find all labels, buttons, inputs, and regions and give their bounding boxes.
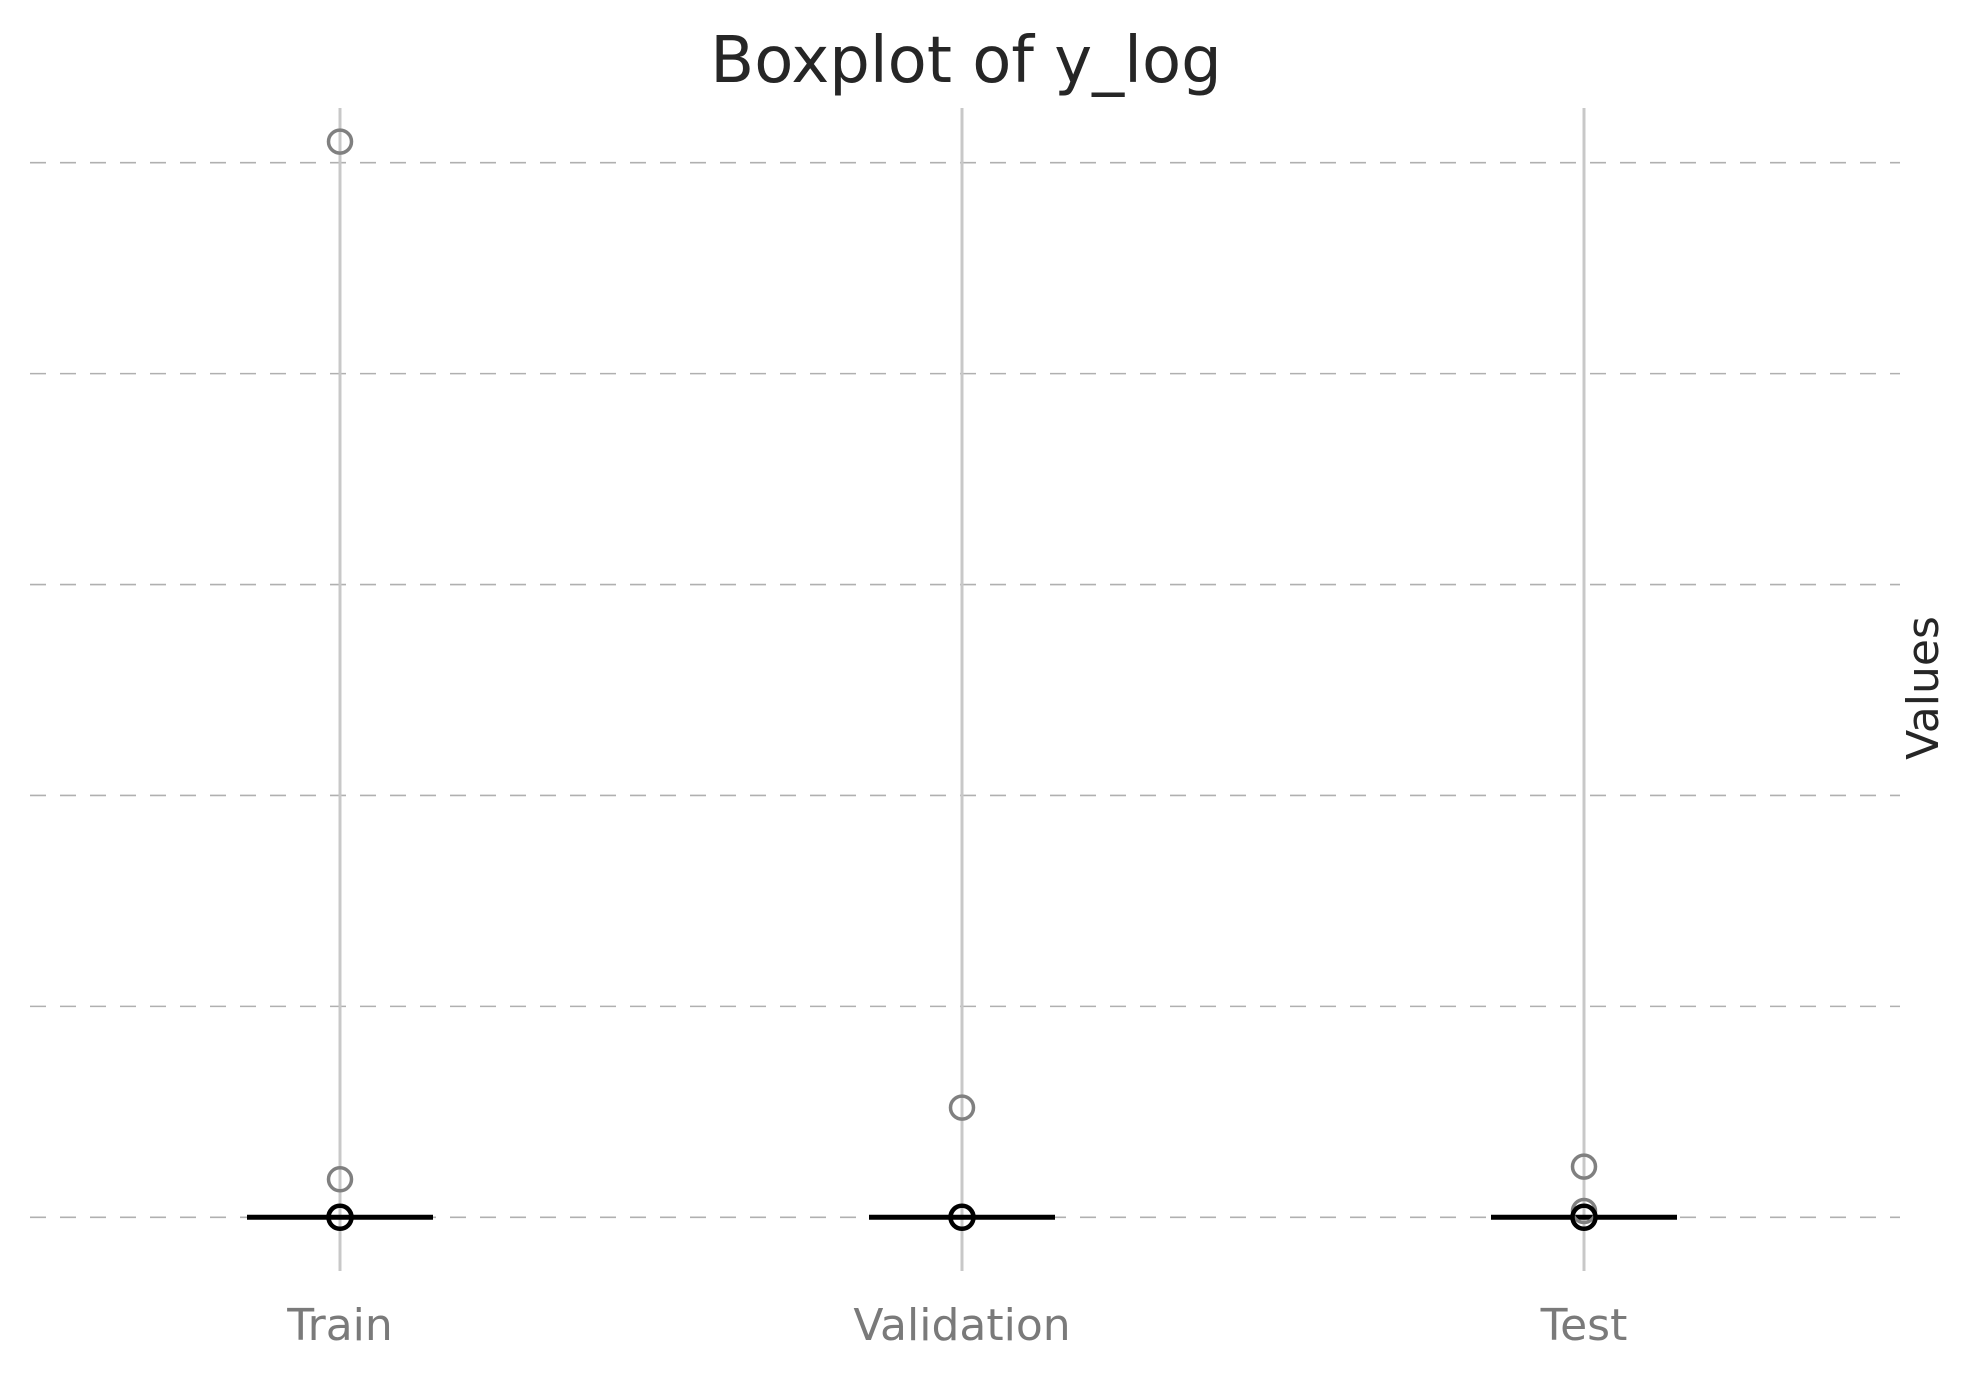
grid-lines <box>30 161 1900 1219</box>
x-tick-label: Validation <box>853 1300 1070 1351</box>
median-cluster-point <box>326 1203 354 1232</box>
outlier-point <box>1570 1153 1598 1180</box>
chart-title: Boxplot of y_log <box>710 24 1221 98</box>
median-cluster-point <box>948 1203 976 1232</box>
median-cluster-point <box>1570 1203 1598 1232</box>
y-axis-label: Values <box>1898 616 1949 760</box>
x-tick-label: Train <box>286 1300 393 1351</box>
x-tick-label: Test <box>1540 1300 1628 1351</box>
outlier-point <box>326 1166 354 1193</box>
x-tick-labels: Train Validation Test <box>286 1300 1627 1351</box>
outlier-point <box>948 1094 976 1121</box>
category-lines <box>338 108 1586 1271</box>
outlier-point <box>326 128 354 155</box>
outlier-points <box>326 128 1598 1232</box>
